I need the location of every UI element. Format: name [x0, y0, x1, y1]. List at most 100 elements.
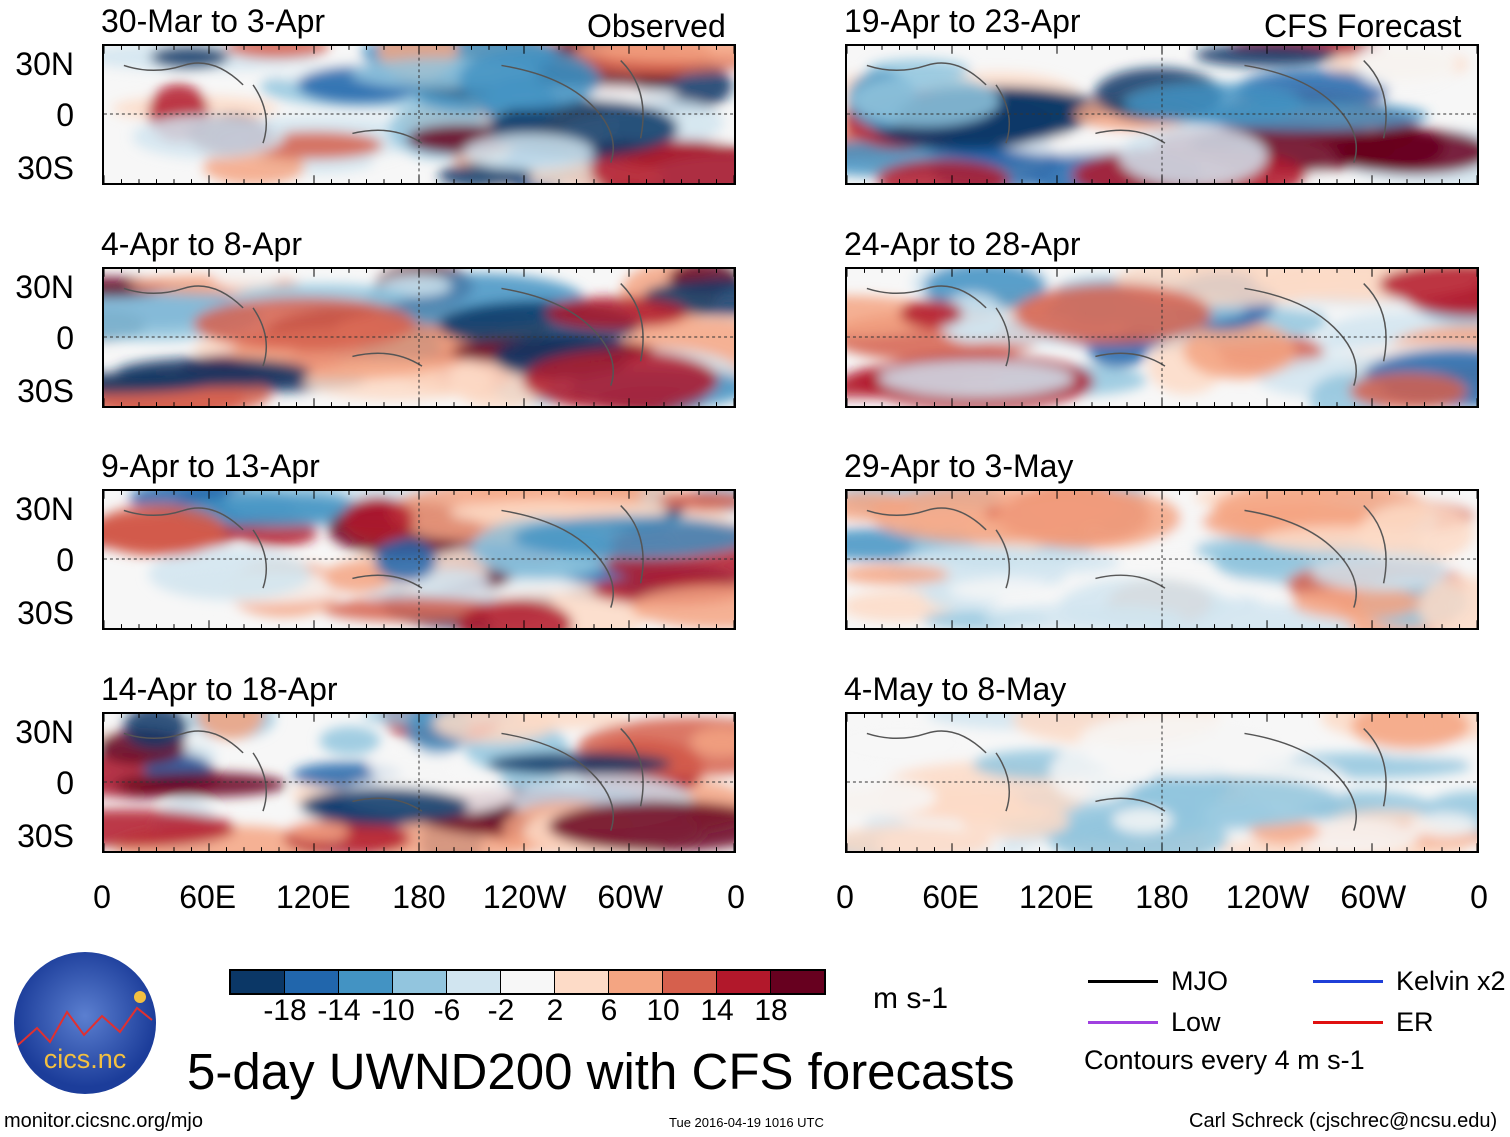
map-panel — [845, 489, 1479, 630]
wind-anomaly-blob — [213, 269, 281, 289]
panel-title: 24-Apr to 28-Apr — [844, 226, 1081, 262]
panel-title: 30-Mar to 3-Apr — [101, 3, 326, 39]
wind-anomaly-blob — [1183, 321, 1296, 380]
colorbar-label: -6 — [433, 994, 461, 1027]
cfs-forecast-label: CFS Forecast — [1264, 8, 1462, 44]
legend-line-swatch — [1313, 980, 1383, 983]
wind-anomaly-blob — [225, 46, 330, 59]
colorbar-swatch — [555, 971, 609, 993]
wind-anomaly-blob — [851, 75, 1000, 127]
wind-anomaly-blob — [658, 491, 734, 512]
wind-anomaly-blob — [342, 496, 414, 544]
colorbar-swatch — [771, 971, 824, 993]
wind-anomaly-blob — [1417, 576, 1477, 628]
wind-anomaly-blob — [960, 805, 1070, 839]
wind-anomaly-blob — [412, 568, 491, 595]
wind-anomaly-blob — [1409, 812, 1477, 839]
colorbar — [229, 969, 826, 995]
wind-anomaly-blob — [899, 299, 963, 328]
wind-anomaly-blob — [1292, 585, 1421, 620]
wind-anomaly-blob — [994, 491, 1181, 549]
panel-title: 4-Apr to 8-Apr — [101, 226, 302, 262]
lat-tick-label: 30S — [17, 818, 74, 854]
wind-anomaly-blob — [1311, 554, 1450, 591]
lat-tick-label: 30S — [17, 373, 74, 409]
wind-anomaly-blob — [1259, 525, 1427, 553]
lat-tick-label: 0 — [56, 97, 74, 133]
source-url[interactable]: monitor.cicsnc.org/mjo — [4, 1110, 203, 1132]
wind-anomaly-blob — [1211, 542, 1311, 574]
map-panel — [845, 44, 1479, 185]
lon-tick-label: 60E — [179, 879, 237, 915]
map-panel — [102, 267, 736, 408]
colorbar-label: 14 — [700, 994, 734, 1027]
wind-anomaly-blob — [631, 585, 734, 628]
colorbar-label: 6 — [600, 994, 618, 1027]
wind-anomaly-blob — [522, 349, 719, 406]
map-panel — [102, 489, 736, 630]
colorbar-swatch — [717, 971, 771, 993]
wind-anomaly-blob — [148, 548, 312, 601]
colorbar-label: 18 — [754, 994, 788, 1027]
wind-anomaly-blob — [948, 578, 1057, 600]
panel-title: 14-Apr to 18-Apr — [101, 671, 338, 707]
wind-anomaly-blob — [374, 539, 437, 582]
figure-title: 5-day UWND200 with CFS forecasts — [187, 1043, 1015, 1100]
legend-line-swatch — [1088, 980, 1158, 983]
legend-line-swatch — [1313, 1021, 1383, 1024]
wind-anomaly-blob — [114, 772, 287, 798]
wind-anomaly-blob — [104, 504, 226, 557]
colorbar-label: -18 — [263, 994, 307, 1027]
wind-anomaly-blob — [1112, 806, 1174, 834]
panel-title: 29-Apr to 3-May — [844, 448, 1074, 484]
colorbar-unit: m s-1 — [873, 982, 948, 1015]
legend-line-swatch — [1088, 1021, 1158, 1024]
wind-anomaly-blob — [1059, 578, 1228, 628]
lon-tick-label: 60W — [597, 879, 664, 915]
legend-label: MJO — [1171, 966, 1228, 996]
wind-anomaly-blob — [1194, 46, 1337, 68]
colorbar-label: -2 — [487, 994, 515, 1027]
wind-anomaly-blob — [513, 515, 734, 559]
wind-anomaly-blob — [432, 714, 557, 744]
wind-anomaly-blob — [1355, 46, 1457, 91]
map-panel — [845, 267, 1479, 408]
wind-anomaly-blob — [1123, 83, 1305, 125]
wind-anomaly-blob — [486, 752, 672, 776]
lon-tick-label: 60E — [922, 879, 980, 915]
wind-anomaly-blob — [463, 133, 594, 171]
wind-anomaly-blob — [847, 777, 937, 818]
colorbar-label: -14 — [317, 994, 361, 1027]
wind-anomaly-blob — [545, 296, 688, 329]
wind-anomaly-blob — [1013, 283, 1212, 344]
colorbar-swatch — [609, 971, 663, 993]
wind-anomaly-blob — [876, 159, 1010, 183]
lat-tick-label: 0 — [56, 542, 74, 578]
wind-anomaly-blob — [847, 717, 969, 770]
wind-anomaly-blob — [1008, 550, 1121, 574]
wind-anomaly-blob — [132, 115, 286, 159]
colorbar-swatch — [501, 971, 555, 993]
lon-tick-label: 60W — [1340, 879, 1407, 915]
wind-anomaly-blob — [1349, 372, 1468, 406]
wind-anomaly-blob — [104, 809, 235, 848]
lon-tick-label: 120W — [1225, 879, 1310, 915]
wind-anomaly-blob — [1351, 714, 1470, 750]
legend-label: ER — [1396, 1007, 1434, 1037]
wind-anomaly-blob — [287, 820, 350, 842]
colorbar-swatch — [339, 971, 393, 993]
lon-tick-label: 0 — [836, 879, 854, 915]
svg-text:cics.nc: cics.nc — [44, 1044, 127, 1074]
wind-anomaly-blob — [457, 599, 573, 628]
contour-note: Contours every 4 m s-1 — [1084, 1045, 1365, 1075]
timestamp: Tue 2016-04-19 1016 UTC — [669, 1115, 824, 1130]
legend-label: Kelvin x2 — [1396, 966, 1506, 996]
map-panel — [102, 712, 736, 853]
wind-anomaly-blob — [123, 714, 189, 750]
panel-title: 19-Apr to 23-Apr — [844, 3, 1081, 39]
colorbar-label: 10 — [646, 994, 680, 1027]
legend-label: Low — [1171, 1007, 1221, 1037]
lon-tick-label: 0 — [1470, 879, 1488, 915]
colorbar-swatch — [285, 971, 339, 993]
